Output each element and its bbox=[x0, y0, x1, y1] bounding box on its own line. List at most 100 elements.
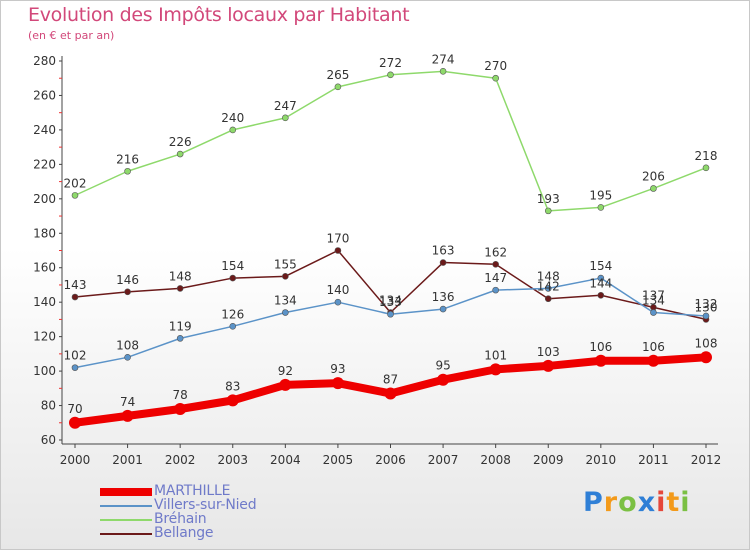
data-label-brehain: 218 bbox=[695, 149, 718, 163]
data-label-marthille: 95 bbox=[435, 359, 450, 373]
data-point-brehain bbox=[176, 150, 184, 158]
data-point-brehain bbox=[650, 185, 657, 192]
data-point-villers-sur-nied bbox=[334, 298, 342, 306]
data-label-bellange: 155 bbox=[274, 257, 297, 271]
data-label-villers-sur-nied: 140 bbox=[326, 283, 349, 297]
data-point-bellange bbox=[282, 273, 289, 280]
data-point-bellange bbox=[229, 274, 237, 282]
data-label-villers-sur-nied: 132 bbox=[695, 297, 718, 311]
data-point-bellange bbox=[439, 259, 447, 266]
data-label-villers-sur-nied: 119 bbox=[169, 319, 192, 333]
data-label-brehain: 265 bbox=[326, 68, 349, 82]
data-label-brehain: 272 bbox=[379, 56, 402, 70]
data-label-villers-sur-nied: 154 bbox=[589, 259, 612, 273]
data-label-bellange: 144 bbox=[589, 276, 612, 290]
data-label-marthille: 78 bbox=[173, 388, 188, 402]
x-tick-label: 2004 bbox=[270, 453, 301, 467]
data-point-marthille bbox=[594, 354, 607, 367]
legend-swatch bbox=[100, 533, 152, 535]
data-point-marthille bbox=[489, 363, 502, 376]
logo-letter: i bbox=[680, 487, 691, 518]
logo-letter: P bbox=[583, 487, 604, 518]
legend-swatch bbox=[100, 488, 152, 496]
chart-axes: 60 80 100 120 140 160 180 200 220 240 260 280 2000 20… bbox=[33, 54, 721, 467]
data-label-bellange: 146 bbox=[116, 273, 139, 287]
data-label-brehain: 247 bbox=[274, 99, 297, 113]
data-label-marthille: 74 bbox=[120, 395, 135, 409]
data-label-brehain: 193 bbox=[537, 192, 560, 206]
x-tick-label: 2003 bbox=[217, 453, 248, 467]
data-label-marthille: 83 bbox=[225, 379, 240, 393]
data-point-marthille bbox=[542, 359, 555, 372]
data-label-brehain: 274 bbox=[432, 52, 455, 66]
proxiti-logo: Proxiti bbox=[583, 487, 691, 518]
data-label-villers-sur-nied: 133 bbox=[379, 295, 402, 309]
data-label-bellange: 142 bbox=[537, 280, 560, 294]
data-label-bellange: 154 bbox=[221, 259, 244, 273]
data-point-marthille bbox=[279, 378, 292, 391]
x-tick-label: 2001 bbox=[112, 453, 143, 467]
legend-swatch bbox=[100, 519, 152, 521]
data-label-marthille: 92 bbox=[278, 364, 293, 378]
data-point-villers-sur-nied bbox=[176, 335, 184, 342]
legend-label: MARTHILLE bbox=[154, 483, 231, 499]
data-label-bellange: 162 bbox=[484, 245, 507, 259]
legend-label: Bréhain bbox=[154, 511, 207, 527]
x-tick-label: 2000 bbox=[60, 453, 91, 467]
data-label-marthille: 106 bbox=[642, 340, 665, 354]
data-point-villers-sur-nied bbox=[439, 305, 447, 313]
data-point-villers-sur-nied bbox=[650, 309, 657, 316]
data-label-villers-sur-nied: 108 bbox=[116, 338, 139, 352]
data-label-villers-sur-nied: 147 bbox=[484, 271, 507, 285]
data-point-marthille bbox=[226, 394, 239, 407]
logo-letter: t bbox=[666, 487, 681, 518]
data-label-brehain: 206 bbox=[642, 169, 665, 183]
logo-letter: o bbox=[618, 487, 638, 518]
data-point-marthille bbox=[331, 377, 344, 390]
y-tick-label: 140 bbox=[33, 295, 56, 309]
x-tick-label: 2010 bbox=[586, 453, 617, 467]
data-point-brehain bbox=[439, 68, 447, 75]
logo-letter: x bbox=[637, 487, 657, 518]
data-point-villers-sur-nied bbox=[229, 322, 237, 330]
data-label-villers-sur-nied: 148 bbox=[537, 269, 560, 283]
data-label-bellange: 134 bbox=[379, 294, 402, 308]
logo-letter: i bbox=[656, 487, 667, 518]
legend-label: Bellange bbox=[154, 525, 214, 541]
data-label-bellange: 170 bbox=[326, 232, 349, 246]
data-point-brehain bbox=[702, 164, 710, 172]
y-tick-label: 280 bbox=[33, 54, 56, 68]
y-tick-label: 100 bbox=[33, 364, 56, 378]
data-point-villers-sur-nied bbox=[492, 286, 499, 294]
data-point-marthille bbox=[69, 416, 81, 429]
data-label-marthille: 108 bbox=[695, 336, 718, 350]
legend-swatch bbox=[100, 505, 152, 507]
data-point-bellange bbox=[492, 260, 499, 268]
data-label-marthille: 87 bbox=[383, 372, 398, 386]
data-point-marthille bbox=[647, 354, 660, 367]
data-point-brehain bbox=[492, 74, 499, 82]
y-tick-label: 200 bbox=[33, 192, 56, 206]
y-tick-label: 160 bbox=[33, 261, 56, 275]
data-point-brehain bbox=[229, 126, 237, 134]
data-label-bellange: 130 bbox=[695, 300, 718, 314]
chart-subtitle: (en € et par an) bbox=[28, 29, 115, 42]
data-point-villers-sur-nied bbox=[544, 285, 552, 292]
data-point-bellange bbox=[597, 291, 605, 299]
data-label-marthille: 103 bbox=[537, 345, 560, 359]
data-label-marthille: 106 bbox=[589, 340, 612, 354]
y-tick-label: 60 bbox=[41, 433, 56, 447]
y-tick-label: 80 bbox=[41, 399, 56, 413]
data-label-villers-sur-nied: 136 bbox=[432, 290, 455, 304]
data-point-bellange bbox=[71, 293, 79, 301]
x-tick-label: 2007 bbox=[428, 453, 459, 467]
data-point-bellange bbox=[334, 247, 342, 254]
logo-letter: r bbox=[603, 487, 619, 518]
data-point-brehain bbox=[124, 167, 131, 175]
data-point-brehain bbox=[387, 71, 394, 79]
data-point-brehain bbox=[597, 204, 605, 211]
data-point-marthille bbox=[437, 373, 450, 386]
data-point-brehain bbox=[334, 83, 342, 91]
